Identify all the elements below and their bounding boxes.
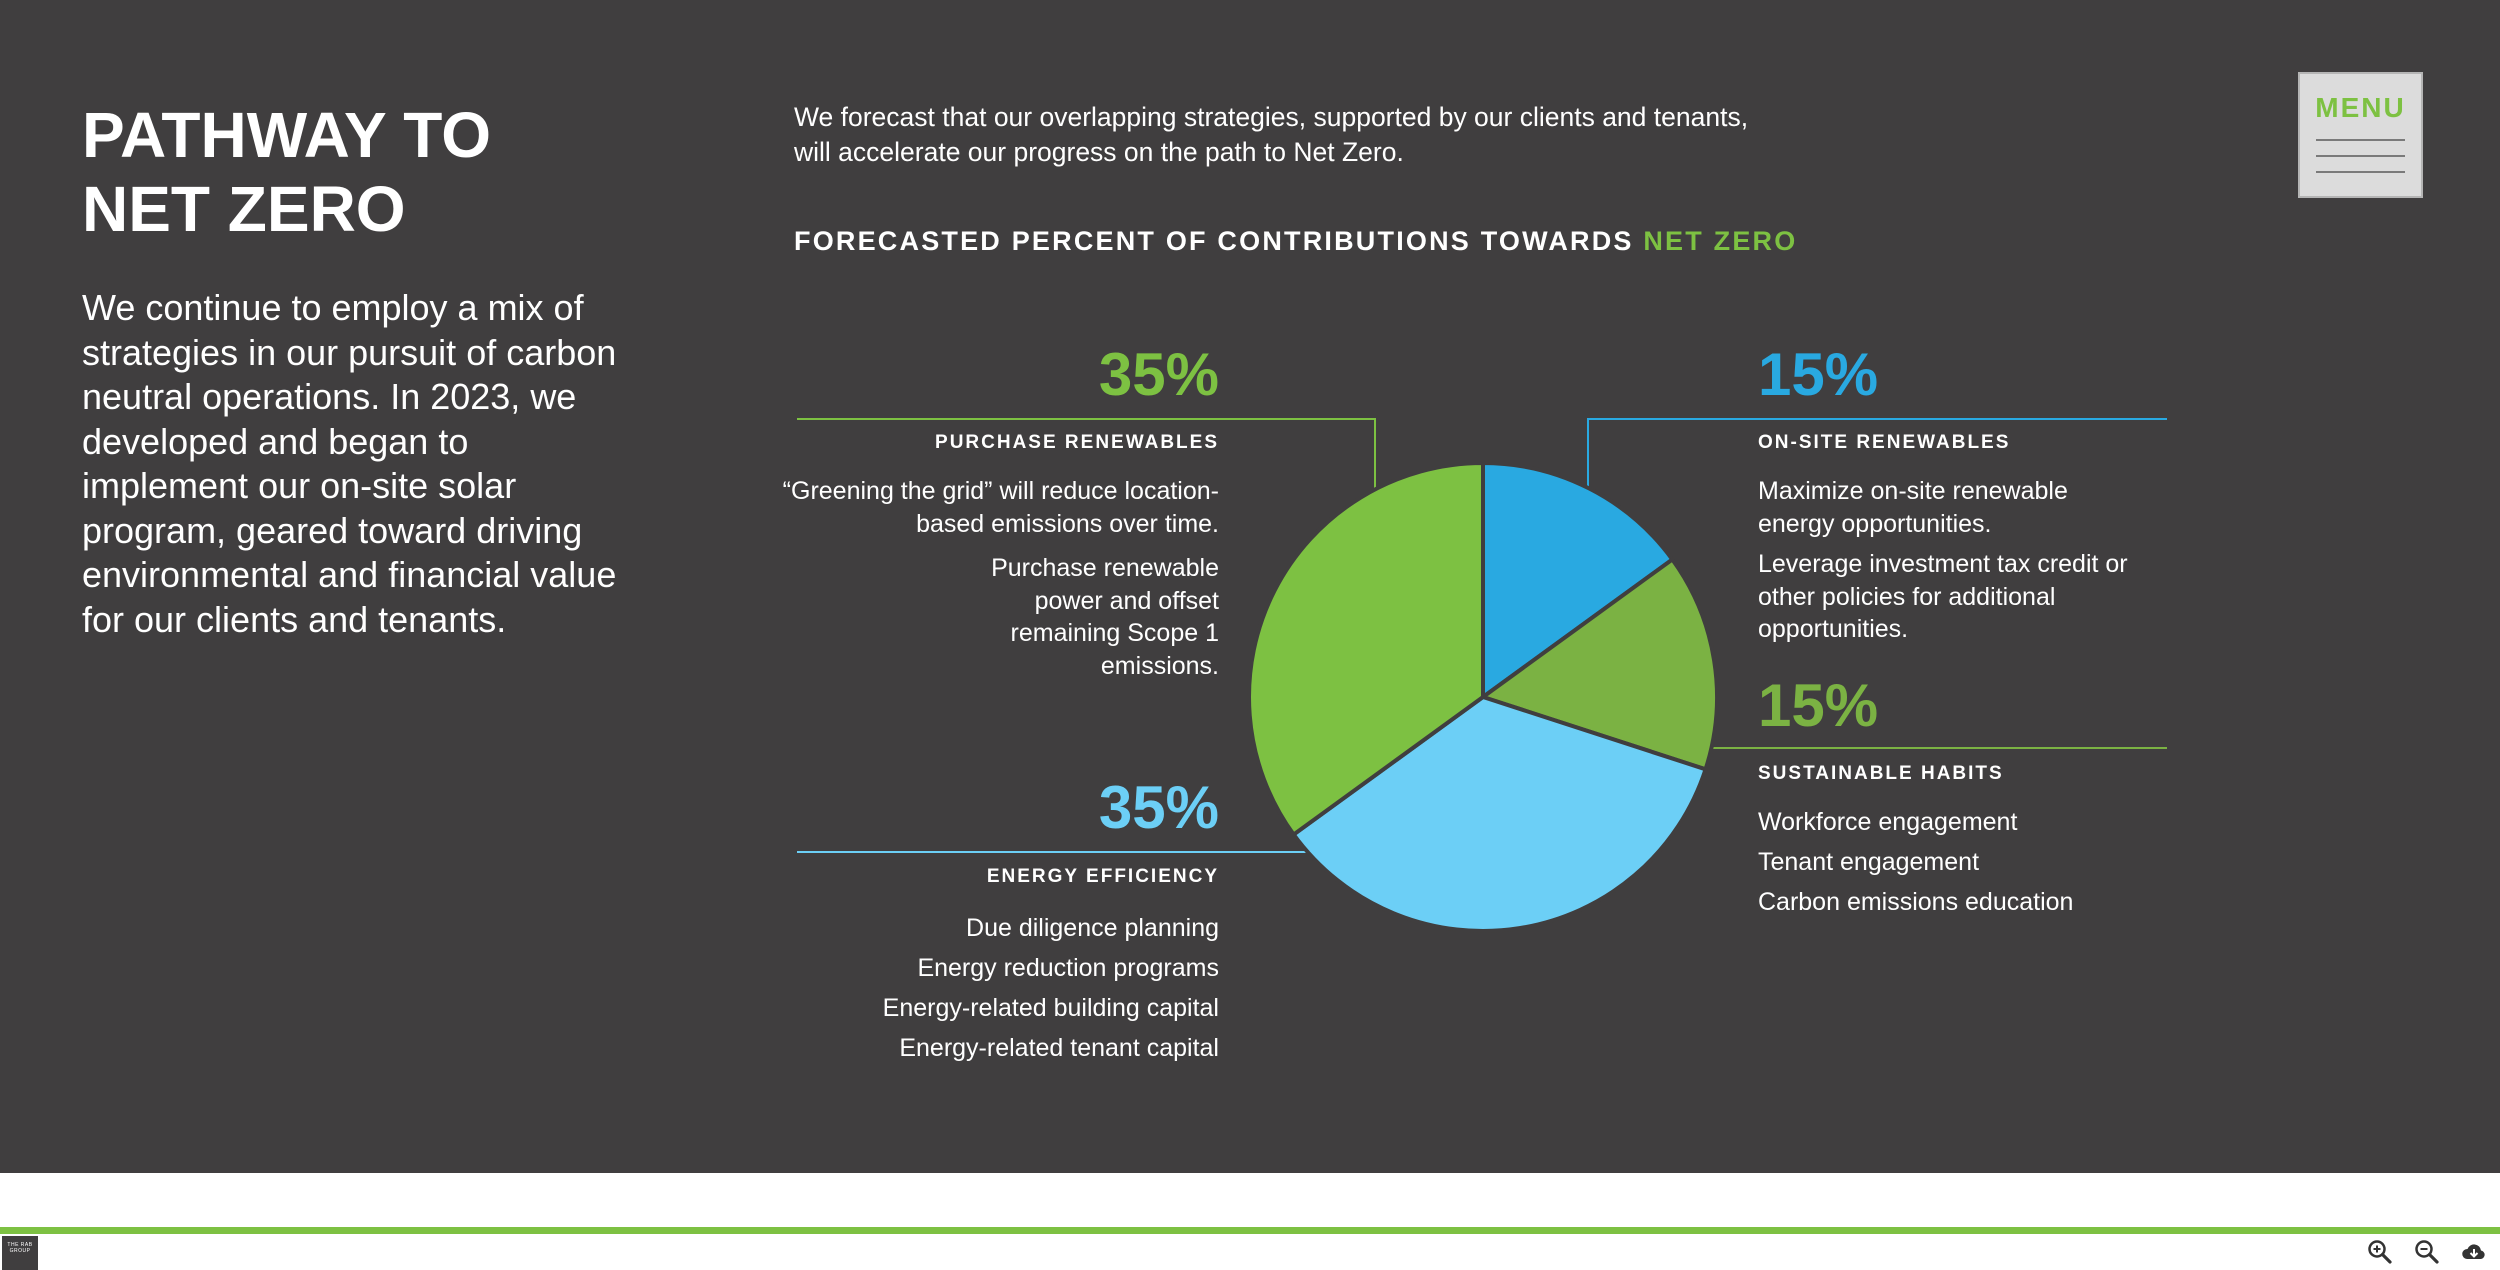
onsite-leader-line (1587, 418, 2167, 490)
purchase-desc-2: Purchase renewable power and offset rema… (991, 554, 1219, 680)
intro-line-1: We forecast that our overlapping strateg… (794, 102, 1749, 132)
intro-line-2: will accelerate our progress on the path… (794, 137, 1404, 167)
purchase-description: “Greening the grid” will reduce location… (779, 475, 1219, 694)
list-item: Due diligence planning (966, 914, 1219, 942)
chart-title-main: FORECASTED PERCENT OF CONTRIBUTIONS TOWA… (794, 226, 1644, 256)
purchase-label: PURCHASE RENEWABLES (935, 432, 1219, 453)
list-item: Energy reduction programs (917, 954, 1219, 982)
chart-title-accent: NET ZERO (1643, 226, 1798, 256)
menu-button[interactable]: MENU (2298, 72, 2423, 198)
list-item: Tenant engagement (1758, 848, 1980, 876)
leader-lines (797, 418, 2167, 853)
onsite-desc-1: Maximize on-site renewable energy opport… (1758, 477, 2068, 538)
list-item: Workforce engagement (1758, 808, 2018, 836)
pie-slice-sustainable-habits (1481, 557, 1720, 772)
list-item: Energy-related tenant capital (899, 1034, 1219, 1062)
habits-list: Workforce engagement Tenant engagement C… (1758, 802, 2188, 922)
onsite-percent: 15% (1758, 341, 1879, 408)
zoom-out-icon[interactable] (2413, 1238, 2441, 1266)
habits-percent: 15% (1758, 672, 1879, 739)
pie-slice-energy-efficiency (1291, 695, 1708, 933)
company-logo[interactable]: THE RAB GROUP (2, 1236, 38, 1270)
chart-title: FORECASTED PERCENT OF CONTRIBUTIONS TOWA… (794, 226, 1797, 257)
efficiency-list: Due diligence planning Energy reduction … (789, 908, 1219, 1068)
pie-chart (797, 418, 2167, 933)
pie-slice-purchase-renewables (1247, 461, 1485, 837)
zoom-in-icon[interactable] (2366, 1238, 2394, 1266)
onsite-label: ON-SITE RENEWABLES (1758, 432, 2011, 453)
footer-toolbar (0, 1234, 2500, 1270)
body-paragraph: We continue to employ a mix of strategie… (82, 287, 617, 640)
onsite-description: Maximize on-site renewable energy opport… (1758, 475, 2178, 658)
download-icon[interactable] (2460, 1238, 2488, 1266)
onsite-desc-2: Leverage investment tax credit or other … (1758, 550, 2128, 643)
slide: PATHWAY TO NET ZERO We continue to emplo… (0, 0, 2500, 1173)
page-title: PATHWAY TO NET ZERO (82, 98, 682, 246)
footer-accent-line (0, 1227, 2500, 1234)
menu-label: MENU (2315, 92, 2406, 123)
pie-slice-on-site-renewables (1481, 461, 1675, 699)
list-item: Carbon emissions education (1758, 888, 2074, 916)
logo-text: THE RAB GROUP (7, 1242, 33, 1254)
list-item: Energy-related building capital (882, 994, 1219, 1022)
habits-label: SUSTAINABLE HABITS (1758, 763, 2004, 784)
efficiency-label: ENERGY EFFICIENCY (986, 866, 1219, 887)
purchase-leader-line (797, 418, 1376, 490)
efficiency-percent: 35% (1098, 774, 1219, 841)
purchase-desc-1: “Greening the grid” will reduce location… (782, 477, 1219, 538)
page-title-line-1: PATHWAY TO (82, 99, 491, 171)
page-title-line-2: NET ZERO (82, 173, 406, 245)
intro-text: We forecast that our overlapping strateg… (794, 100, 1894, 170)
purchase-percent: 35% (1098, 341, 1219, 408)
